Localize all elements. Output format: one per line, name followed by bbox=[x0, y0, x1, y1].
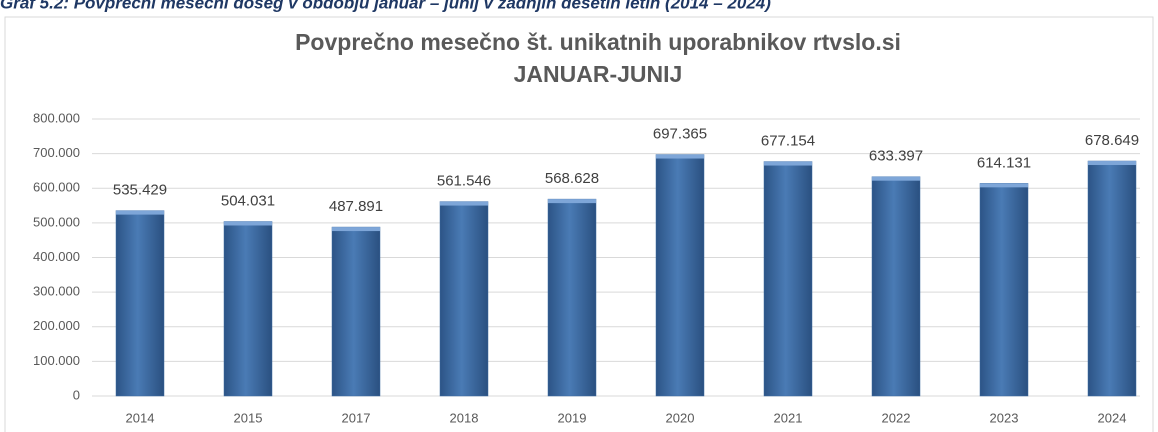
y-tick-label: 600.000 bbox=[33, 180, 80, 195]
x-tick-label: 2021 bbox=[774, 410, 803, 425]
y-tick-label: 300.000 bbox=[33, 284, 80, 299]
x-tick-label: 2019 bbox=[558, 410, 587, 425]
bar-cap bbox=[224, 221, 272, 226]
bar-cap bbox=[440, 201, 488, 206]
bar bbox=[763, 161, 813, 397]
bar bbox=[115, 210, 165, 397]
chart-subtitle: JANUAR-JUNIJ bbox=[514, 61, 683, 87]
data-label: 561.546 bbox=[437, 173, 491, 190]
x-tick-label: 2014 bbox=[126, 410, 155, 425]
bar bbox=[1087, 160, 1137, 397]
y-tick-label: 200.000 bbox=[33, 318, 80, 333]
y-tick-label: 0 bbox=[73, 387, 80, 402]
x-tick-label: 2015 bbox=[234, 410, 263, 425]
data-label: 678.649 bbox=[1085, 132, 1139, 149]
caption: Graf 5.2: Povprečni mesečni doseg v obdo… bbox=[0, 0, 771, 12]
y-tick-label: 700.000 bbox=[33, 145, 80, 160]
bar bbox=[871, 176, 921, 397]
y-tick-label: 100.000 bbox=[33, 353, 80, 368]
chart-border bbox=[4, 16, 1154, 432]
bar bbox=[439, 201, 489, 397]
bar bbox=[979, 183, 1029, 397]
data-label: 487.891 bbox=[329, 198, 383, 215]
data-label: 535.429 bbox=[113, 182, 167, 199]
data-label: 633.397 bbox=[869, 148, 923, 165]
x-tick-label: 2022 bbox=[882, 410, 911, 425]
bar-cap bbox=[116, 210, 164, 215]
bar bbox=[223, 221, 273, 397]
bar-cap bbox=[1088, 161, 1136, 166]
data-label: 614.131 bbox=[977, 154, 1031, 171]
x-tick-label: 2023 bbox=[990, 410, 1019, 425]
bar bbox=[655, 154, 705, 397]
y-tick-label: 800.000 bbox=[33, 110, 80, 125]
bar-cap bbox=[980, 183, 1028, 188]
x-tick-label: 2020 bbox=[666, 410, 695, 425]
x-tick-label: 2018 bbox=[450, 410, 479, 425]
y-tick-label: 400.000 bbox=[33, 249, 80, 264]
y-tick-label: 500.000 bbox=[33, 214, 80, 229]
bar bbox=[547, 198, 597, 397]
x-tick-label: 2017 bbox=[342, 410, 371, 425]
x-tick-label: 2024 bbox=[1098, 410, 1127, 425]
bar-cap bbox=[872, 176, 920, 181]
bar-cap bbox=[764, 161, 812, 166]
bar bbox=[331, 226, 381, 397]
data-label: 677.154 bbox=[761, 133, 815, 150]
data-label: 568.628 bbox=[545, 170, 599, 187]
bar-cap bbox=[332, 227, 380, 232]
chart-title: Povprečno mesečno št. unikatnih uporabni… bbox=[295, 29, 901, 55]
data-label: 697.365 bbox=[653, 126, 707, 143]
bar-cap bbox=[656, 154, 704, 159]
data-label: 504.031 bbox=[221, 192, 275, 209]
bar-cap bbox=[548, 199, 596, 204]
